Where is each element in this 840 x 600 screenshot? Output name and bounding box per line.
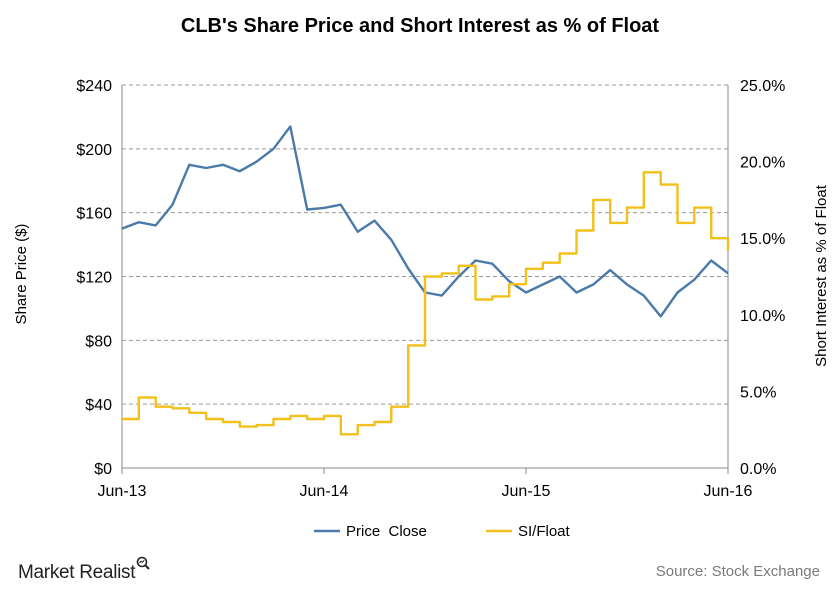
y-right-axis-label: Short Interest as % of Float <box>813 184 830 367</box>
legend-label: Price Close <box>346 523 427 540</box>
chart-title: CLB's Share Price and Short Interest as … <box>181 15 660 37</box>
y-right-tick-label: 25.0% <box>740 78 785 95</box>
y-left-tick-label: $160 <box>76 206 112 223</box>
y-right-tick-label: 20.0% <box>740 155 785 172</box>
brand-name: Market Realist <box>18 562 136 583</box>
legend: Price Close SI/Float <box>314 523 571 540</box>
x-tick-label: Jun-15 <box>502 483 551 500</box>
y-left-tick-label: $40 <box>85 397 112 414</box>
x-axis: Jun-13 Jun-14 Jun-15 Jun-16 <box>98 467 753 500</box>
y-right-tick-label: 15.0% <box>740 231 785 248</box>
brand-logo: Market Realist <box>18 556 150 584</box>
y-left-axis-label: Share Price ($) <box>13 224 30 325</box>
series-line-si-float <box>122 171 730 436</box>
y-left-tick-label: $200 <box>76 142 112 159</box>
series-layer <box>121 125 730 436</box>
gridlines <box>122 84 728 405</box>
y-left-tick-label: $80 <box>85 333 112 350</box>
x-tick-label: Jun-14 <box>300 483 349 500</box>
y-left-tick-label: $0 <box>94 461 112 478</box>
source-note: Source: Stock Exchange <box>655 563 820 580</box>
y-left-tick-label: $120 <box>76 270 112 287</box>
left-axis: $0 $40 $80 $120 $160 $200 $240 <box>76 78 123 478</box>
magnifier-icon <box>136 554 150 570</box>
y-right-tick-label: 10.0% <box>740 308 785 325</box>
y-right-tick-label: 0.0% <box>740 461 776 478</box>
y-right-tick-label: 5.0% <box>740 384 776 401</box>
y-left-tick-label: $240 <box>76 78 112 95</box>
x-tick-label: Jun-16 <box>704 483 753 500</box>
x-tick-label: Jun-13 <box>98 483 147 500</box>
right-axis: 0.0% 5.0% 10.0% 15.0% 20.0% 25.0% <box>727 78 785 478</box>
legend-label: SI/Float <box>518 523 571 540</box>
